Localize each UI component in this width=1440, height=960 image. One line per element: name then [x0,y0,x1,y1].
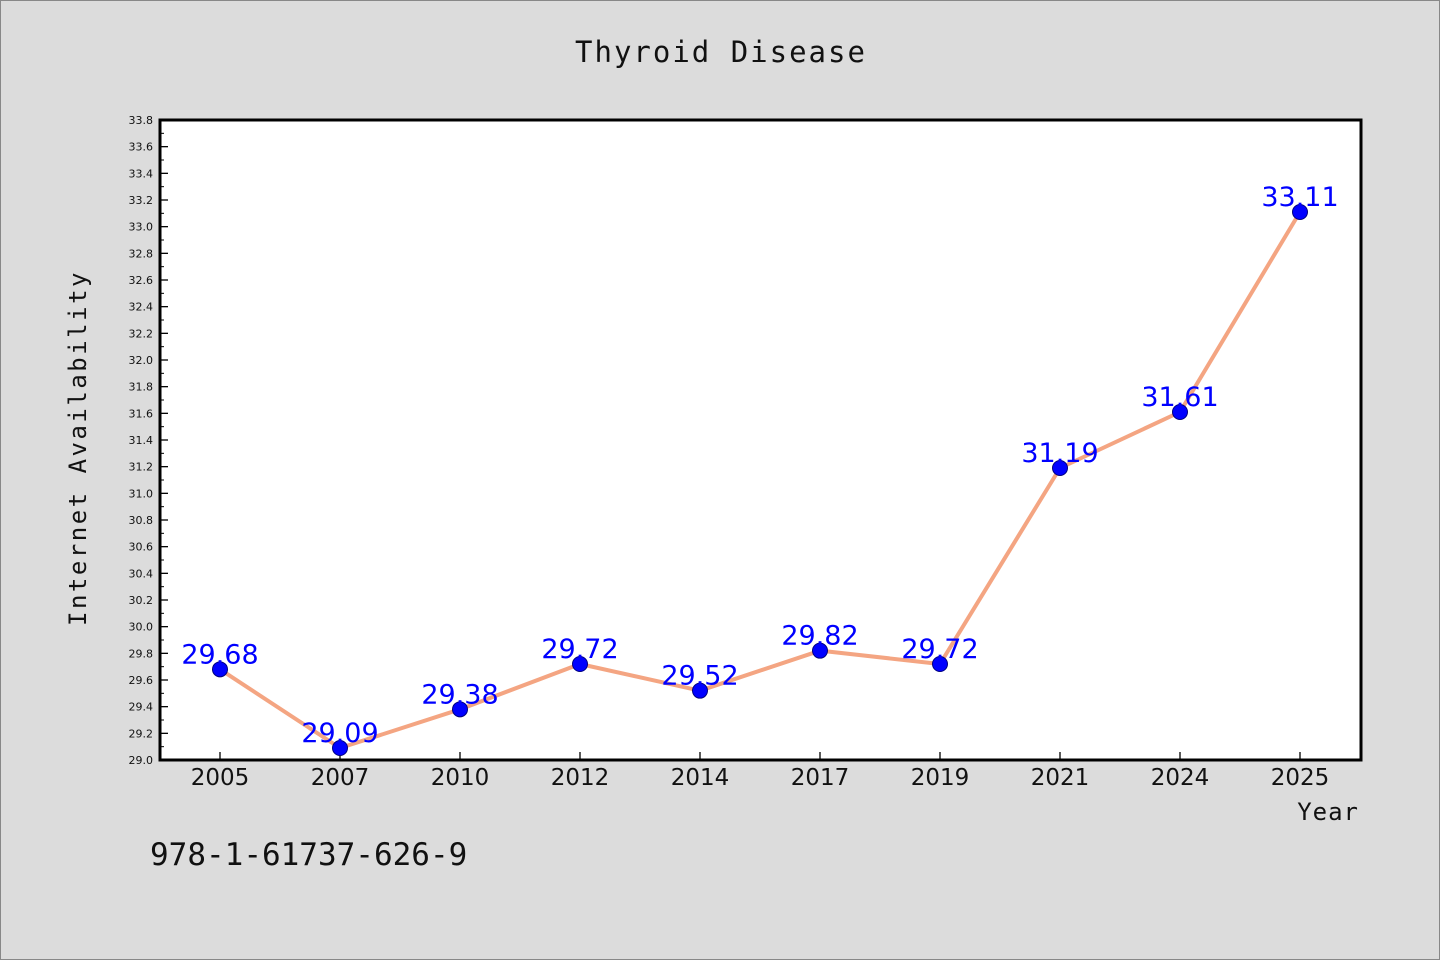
data-point [932,656,948,672]
x-tick-label: 2007 [311,765,370,791]
data-point [692,682,708,699]
y-tick-label: 32.6 [129,274,154,287]
y-tick-label: 29.2 [129,727,154,740]
data-point [1172,404,1188,420]
x-tick-label: 2019 [911,765,970,791]
data-label: 29.68 [181,639,258,670]
y-tick-label: 29.4 [129,701,154,714]
data-point [452,701,468,718]
chart-title: Thyroid Disease [575,35,867,69]
data-point [332,740,348,756]
y-tick-label: 31.8 [129,381,154,394]
data-point [212,661,228,678]
y-tick-label: 32.2 [129,327,154,340]
data-label: 29.72 [901,634,978,665]
y-tick-label: 29.6 [129,674,154,687]
data-point [812,642,828,659]
data-label: 29.72 [541,634,618,665]
y-tick-label: 33.6 [129,141,154,154]
footer-code: 978-1-61737-626-9 [150,837,468,873]
y-tick-label: 33.8 [129,114,154,127]
x-axis-label: Year [1297,798,1359,826]
x-tick-label: 2025 [1271,765,1330,791]
y-tick-label: 30.0 [129,621,154,634]
x-tick-label: 2014 [671,765,730,791]
data-label: 33.11 [1261,182,1338,213]
data-point [1292,204,1308,220]
y-tick-label: 31.4 [129,434,154,447]
y-axis-ticks: 29.0 29.2 29.4 29.6 29.8 30.0 30.2 30.4 30.6 30.8… [129,114,168,767]
y-tick-label: 32.4 [129,301,154,314]
data-label: 31.19 [1021,438,1098,469]
y-tick-label: 33.4 [129,167,154,180]
y-tick-label: 32.8 [129,247,154,260]
y-tick-label: 29.0 [129,754,154,767]
y-tick-label: 32.0 [129,354,154,367]
data-label-layer: 29.68 29.09 29.38 29.72 29.52 29.82 29.72 31.19… [181,182,1338,749]
x-axis-ticks: 2005 2007 2010 2012 2014 2017 2019 2021 2024 2025 [191,752,1330,791]
x-tick-label: 2024 [1151,765,1210,791]
x-tick-label: 2012 [551,765,610,791]
marker-layer [212,204,1308,756]
y-tick-label: 30.2 [129,594,154,607]
data-label: 29.82 [781,621,858,652]
y-tick-label: 29.8 [129,647,154,660]
y-tick-label: 33.2 [129,194,154,207]
y-tick-label: 31.2 [129,461,154,474]
plot-area [158,118,1363,762]
data-point [1052,460,1068,476]
data-label: 29.09 [301,718,378,749]
y-tick-label: 31.0 [129,487,154,500]
y-tick-label: 31.6 [129,407,154,420]
series-line [218,210,1302,750]
data-point [572,656,588,672]
y-tick-label: 30.8 [129,514,154,527]
x-tick-label: 2010 [431,765,490,791]
y-tick-label: 30.6 [129,541,154,554]
y-tick-label: 33.0 [129,221,154,234]
x-tick-label: 2017 [791,765,850,791]
series-layer [218,210,1302,750]
x-tick-label: 2021 [1031,765,1090,791]
x-tick-label: 2005 [191,765,250,791]
data-label: 29.38 [421,679,498,710]
data-label: 31.61 [1141,382,1218,413]
data-label: 29.52 [661,661,738,692]
y-tick-label: 30.4 [129,567,154,580]
